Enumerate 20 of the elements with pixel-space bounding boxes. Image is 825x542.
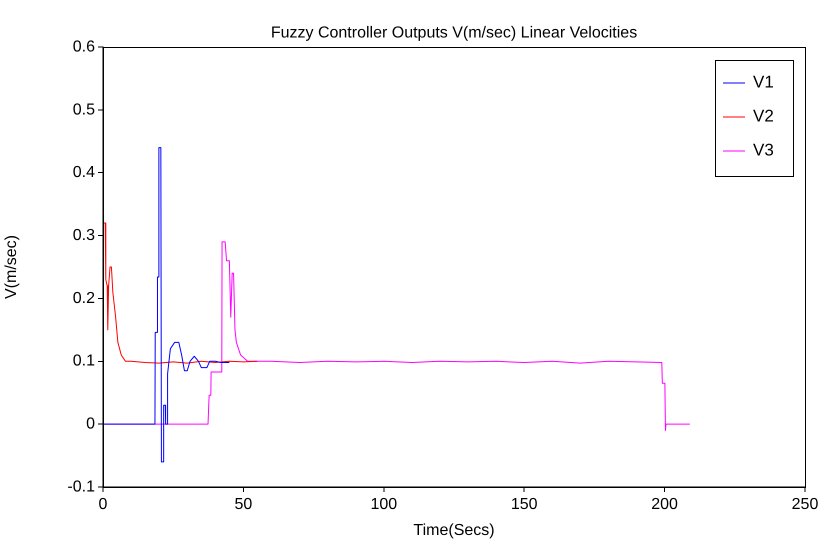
x-tick-label: 200 [651,496,678,514]
legend-label: V1 [753,72,774,92]
y-tick-label: 0 [86,416,96,433]
x-tick-label: 150 [510,496,538,514]
legend-label: V3 [753,140,774,160]
legend-label: V2 [753,106,774,126]
chart-title: Fuzzy Controller Outputs V(m/sec) Linear Velocities [270,24,638,42]
x-tick-label: 250 [792,496,818,514]
y-axis-title: V(m/sec) [3,235,20,299]
y-tick-label: 0.5 [72,101,96,118]
x-tick-label: 100 [370,496,398,514]
x-tick-label: 0 [98,496,108,514]
y-tick-label: 0.6 [72,38,96,56]
y-tick-label: 0.3 [72,226,96,244]
y-tick-label: -0.1 [67,478,96,496]
x-axis-title: Time(Secs) [413,522,495,539]
y-tick-label: 0.4 [72,164,96,182]
y-tick-label: 0.1 [72,352,96,370]
x-tick-label: 50 [234,496,252,514]
y-tick-label: 0.2 [72,290,96,307]
